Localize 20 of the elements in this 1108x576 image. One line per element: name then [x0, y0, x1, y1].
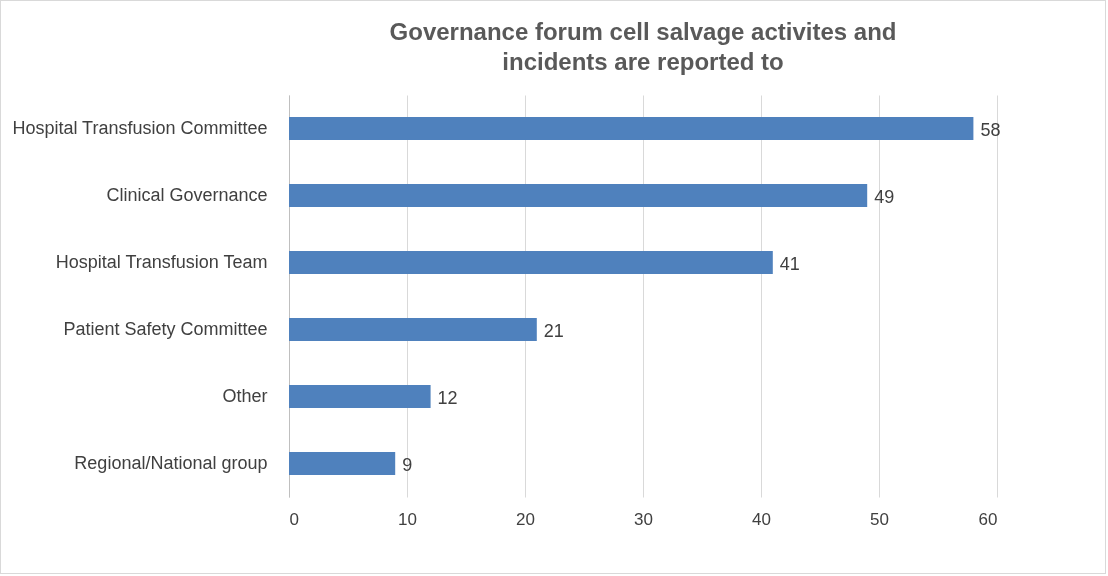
- x-tick-label: 50: [870, 509, 889, 529]
- x-tick-label: 10: [398, 509, 417, 529]
- data-label: 41: [779, 253, 800, 274]
- x-tick-label: 60: [978, 509, 998, 529]
- x-tick-label: 40: [752, 509, 771, 529]
- y-tick-label: Hospital Transfusion Team: [55, 251, 268, 272]
- data-label: 49: [874, 186, 895, 207]
- data-label: 9: [402, 454, 413, 475]
- chart-title: Governance forum cell salvage activites and incidents are reported to: [389, 18, 897, 75]
- data-label: 21: [543, 320, 564, 341]
- data-label: 58: [980, 119, 1001, 140]
- y-tick-label: Hospital Transfusion Committee: [12, 117, 268, 138]
- x-tick-label: 0: [289, 509, 299, 529]
- y-tick-label: Regional/National group: [74, 452, 268, 473]
- data-label: 12: [437, 387, 458, 408]
- y-tick-label: Other: [222, 385, 268, 406]
- x-tick-label: 30: [634, 509, 653, 529]
- y-tick-label: Clinical Governance: [106, 184, 268, 205]
- y-tick-label: Patient Safety Committee: [63, 318, 268, 339]
- x-tick-label: 20: [516, 509, 535, 529]
